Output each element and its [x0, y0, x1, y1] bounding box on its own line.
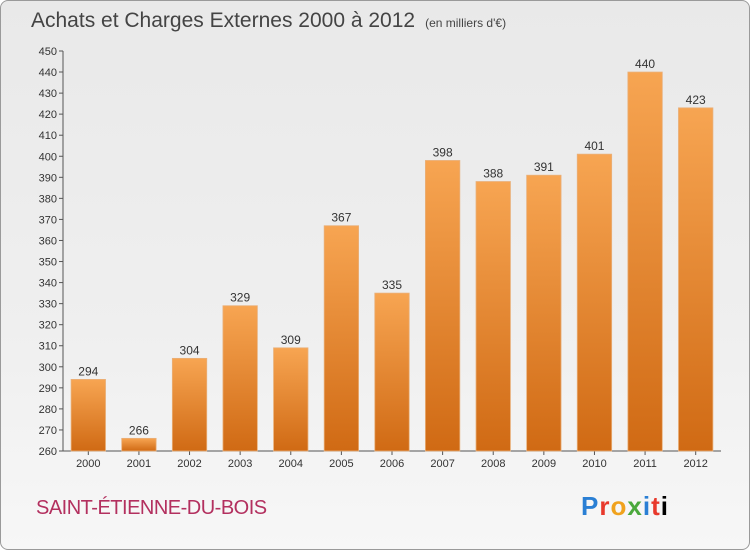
- y-tick-label: 300: [39, 362, 57, 374]
- bar: [121, 437, 157, 452]
- data-label: 304: [180, 343, 200, 357]
- y-tick-label: 340: [39, 278, 57, 290]
- chart-title-text: Achats et Charges Externes 2000 à 2012: [31, 9, 416, 32]
- x-tick-label: 2007: [430, 458, 454, 470]
- y-tick-label: 280: [39, 404, 57, 416]
- logo-letter: i: [660, 491, 669, 521]
- y-tick-label: 400: [39, 151, 57, 163]
- logo-letter: x: [627, 491, 643, 521]
- chart-data-labels: 294 266 304 329 309 367 335 398 388 391 401 440 423: [78, 57, 706, 437]
- bar: [627, 71, 663, 452]
- bar: [526, 174, 562, 452]
- logo-letter: o: [610, 491, 628, 521]
- y-tick-label: 410: [39, 130, 57, 142]
- y-tick-label: 440: [39, 67, 57, 79]
- data-label: 266: [129, 423, 149, 437]
- bar: [678, 107, 714, 452]
- y-tick-label: 430: [39, 88, 57, 100]
- logo-letter: P: [581, 491, 600, 521]
- data-label: 391: [534, 160, 554, 174]
- y-tick-label: 260: [39, 446, 57, 458]
- logo-letter: i: [642, 491, 652, 521]
- y-tick-label: 350: [39, 257, 57, 269]
- chart-title: Achats et Charges Externes 2000 à 2012 (e…: [31, 9, 506, 33]
- city-name: SAINT-ÉTIENNE-DU-BOIS: [36, 497, 267, 519]
- x-tick-label: 2003: [228, 458, 252, 470]
- y-tick-label: 360: [39, 235, 57, 247]
- bar: [70, 379, 106, 452]
- y-tick-label: 330: [39, 299, 57, 311]
- y-tick-label: 320: [39, 320, 57, 332]
- bar: [425, 160, 461, 452]
- data-label: 440: [635, 57, 655, 71]
- x-tick-label: 2011: [633, 458, 657, 470]
- data-label: 401: [584, 139, 604, 153]
- bar: [273, 347, 309, 452]
- x-tick-label: 2009: [532, 458, 556, 470]
- x-tick-label: 2006: [380, 458, 404, 470]
- x-tick-label: 2008: [481, 458, 505, 470]
- y-tick-label: 450: [39, 46, 57, 58]
- y-tick-label: 290: [39, 383, 57, 395]
- logo-letter: t: [651, 491, 661, 521]
- x-tick-label: 2002: [177, 458, 201, 470]
- data-label: 309: [281, 333, 301, 347]
- x-tick-label: 2000: [76, 458, 100, 470]
- data-label: 367: [331, 211, 351, 225]
- data-label: 335: [382, 278, 402, 292]
- data-label: 329: [230, 291, 250, 305]
- proxiti-logo[interactable]: Proxiti: [581, 491, 669, 522]
- y-tick-label: 370: [39, 214, 57, 226]
- data-label: 398: [433, 145, 453, 159]
- x-tick-label: 2012: [683, 458, 707, 470]
- y-tick-label: 310: [39, 341, 57, 353]
- x-tick-label: 2001: [127, 458, 151, 470]
- chart-bars: [70, 71, 714, 452]
- bar: [171, 357, 208, 452]
- data-label: 294: [78, 364, 98, 378]
- bar: [222, 305, 258, 452]
- logo-letter: r: [599, 491, 611, 521]
- chart-subtitle: (en milliers d'€): [425, 16, 507, 30]
- x-tick-label: 2010: [582, 458, 606, 470]
- bar: [475, 181, 511, 452]
- bar: [374, 292, 410, 452]
- data-label: 423: [686, 93, 706, 107]
- y-tick-label: 270: [39, 425, 57, 437]
- data-label: 388: [483, 167, 503, 181]
- y-tick-label: 380: [39, 193, 57, 205]
- bar: [323, 225, 359, 452]
- bar: [576, 153, 613, 452]
- x-tick-label: 2004: [279, 458, 303, 470]
- y-tick-label: 390: [39, 172, 57, 184]
- x-tick-label: 2005: [329, 458, 353, 470]
- y-tick-label: 420: [39, 109, 57, 121]
